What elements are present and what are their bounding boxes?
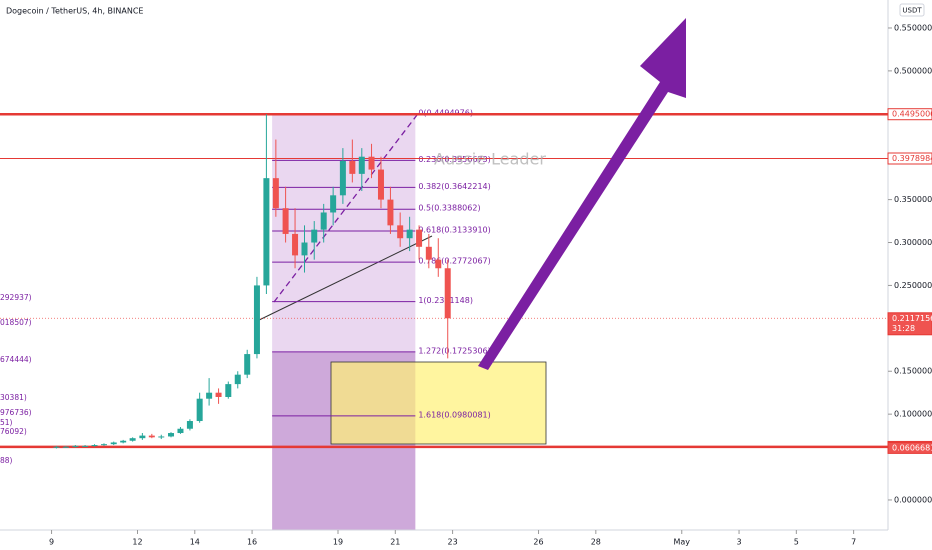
candle-body: [100, 444, 107, 446]
price-tag-label: 0.4495006: [892, 110, 932, 119]
left-label: 674444): [0, 355, 32, 364]
countdown: 31:28: [892, 324, 915, 333]
candle-body: [358, 156, 365, 174]
candle-body: [215, 392, 222, 397]
left-label: 018507): [0, 318, 32, 327]
candle-body: [282, 208, 289, 234]
candle-body: [168, 433, 175, 437]
left-label: 51): [0, 418, 13, 427]
price-tag-label: 0.0606681: [892, 443, 932, 452]
candle-body: [225, 384, 232, 397]
candle-body: [435, 259, 442, 269]
candle-body: [444, 268, 451, 319]
candle-body: [406, 229, 413, 239]
trend-line: [254, 235, 433, 323]
fib-label: 1.618(0.0980081): [418, 410, 490, 419]
candle-body: [387, 199, 394, 226]
candle-body: [196, 398, 203, 422]
candle-body: [253, 285, 260, 355]
left-label: 88): [0, 456, 13, 465]
candle-body: [129, 438, 136, 441]
candle-body: [91, 445, 98, 447]
candle-body: [62, 446, 69, 448]
x-tick-label: 3: [736, 538, 741, 547]
candle-body: [349, 160, 356, 174]
x-tick-label: 12: [132, 538, 142, 547]
left-label: 976736): [0, 408, 32, 417]
x-tick-label: 21: [390, 538, 400, 547]
y-tick-label: 0.0000000: [894, 495, 932, 504]
candle-body: [272, 178, 279, 209]
x-tick-label: 26: [533, 538, 543, 547]
fib-label: 1.272(0.1725306): [418, 346, 490, 355]
candle-body: [377, 169, 384, 200]
candle-body: [425, 246, 432, 260]
plot: 0(0.4494976)0.236(0.3956673)0.382(0.3642…: [0, 109, 888, 449]
x-tick-label: 23: [447, 538, 457, 547]
fib-label: 0.236(0.3956673): [418, 155, 490, 164]
fib-zone: [272, 114, 416, 352]
candle-body: [82, 445, 89, 447]
candle-body: [177, 428, 184, 434]
candle-body: [330, 195, 337, 213]
fib-label: 0.618(0.3133910): [418, 226, 490, 235]
candle-body: [263, 178, 270, 286]
candle-body: [292, 233, 299, 256]
candle-body: [72, 445, 79, 447]
candle-body: [368, 156, 375, 170]
x-tick-label: 28: [591, 538, 601, 547]
chart-title: Dogecoin / TetherUS, 4h, BINANCE: [6, 7, 143, 16]
arrow: [478, 18, 686, 370]
candle-body: [416, 229, 423, 247]
candle-body: [186, 421, 193, 429]
fib-label: 0.382(0.3642214): [418, 182, 490, 191]
price-tag-label: 0.2117156: [892, 314, 932, 323]
currency-badge[interactable]: [899, 3, 925, 17]
target-box: [330, 361, 547, 445]
left-label: 76092): [0, 427, 27, 436]
x-tick-label: May: [673, 538, 690, 547]
candle-body: [158, 436, 165, 438]
x-tick-label: 19: [333, 538, 343, 547]
candle-body: [311, 229, 318, 243]
candle-body: [320, 212, 327, 230]
candle-body: [206, 392, 213, 399]
left-label: 292937): [0, 293, 32, 302]
fib-label: 0.5(0.3388062): [418, 204, 480, 213]
candle-body: [339, 160, 346, 196]
price-tag: [887, 441, 932, 454]
left-label: 30381): [0, 393, 27, 402]
candle-body: [120, 440, 127, 443]
x-tick-label: 7: [851, 538, 856, 547]
price-tag: [887, 152, 932, 165]
x-tick-label: 16: [247, 538, 257, 547]
candle-body: [244, 354, 251, 375]
x-tick-label: 14: [190, 538, 200, 547]
x-tick-label: 9: [49, 538, 54, 547]
fib-label: 0.786(0.2772067): [418, 257, 490, 266]
candle-body: [234, 374, 241, 385]
price-tag-label: 0.3978984: [892, 154, 932, 163]
currency: USDT: [902, 7, 922, 15]
x-tick-label: 5: [794, 538, 799, 547]
candle-body: [53, 446, 60, 448]
price-tag: [887, 312, 932, 336]
candle-body: [397, 225, 404, 239]
watermark: Aussie Leader: [434, 150, 546, 169]
candle-body: [110, 442, 117, 445]
candle-body: [301, 242, 308, 256]
price-tag: [887, 108, 932, 121]
candle-body: [139, 435, 146, 439]
candle-body: [148, 435, 155, 438]
